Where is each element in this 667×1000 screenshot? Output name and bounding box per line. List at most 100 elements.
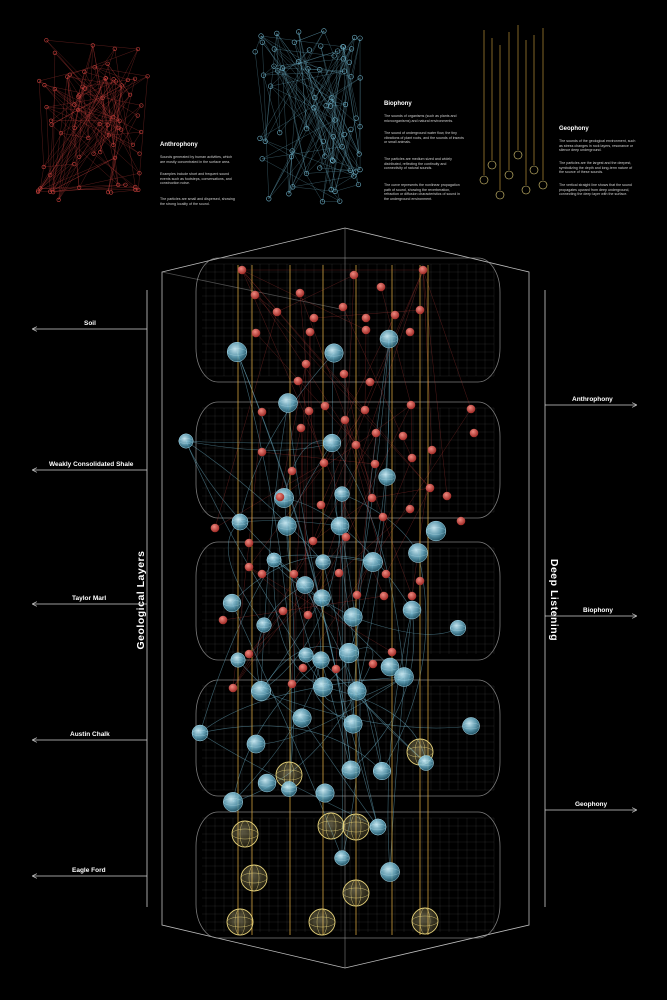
biophony-sphere-lat: [312, 656, 330, 664]
biophony-mini-node: [260, 72, 267, 78]
anthrophony-link: [320, 269, 424, 506]
biophony-mini-edge: [306, 97, 333, 174]
biophony-sphere: [330, 516, 350, 536]
anthrophony-link: [291, 363, 307, 685]
biophony-sphere: [277, 516, 297, 536]
biophony-mini-edge: [282, 68, 290, 194]
anthrophony-mini-edge: [69, 74, 119, 129]
anthrophony-particle: [405, 327, 415, 337]
sound-particles: [178, 265, 480, 936]
biophony-sphere: [341, 760, 361, 780]
anthrophony-mini-edge: [38, 157, 116, 191]
biophony-curve: [227, 521, 265, 626]
geophony-sphere-lat: [411, 915, 439, 927]
biophony-particle: [322, 433, 342, 453]
biophony-mini-edge: [298, 31, 316, 98]
layer-label-taylor-marl: Taylor Marl: [72, 595, 107, 602]
anthrophony-link: [248, 508, 411, 655]
biophony-mini-edge: [320, 46, 343, 147]
biophony-particle: [380, 862, 400, 882]
anthrophony-particle: [309, 313, 319, 323]
biophony-mini-network: [252, 28, 363, 205]
biophony-mini-edge: [282, 68, 307, 174]
anthrophony-link: [410, 404, 413, 459]
anthrophony-mini-edge: [50, 157, 116, 192]
anthrophony-mini-node: [111, 115, 116, 120]
anthrophony-link: [422, 269, 472, 410]
biophony-mini-edge: [259, 138, 354, 177]
anthrophony-particle: [303, 610, 313, 620]
anthrophony-link: [309, 331, 314, 542]
biophony-particle: [378, 468, 396, 486]
anthrophony-particle: [425, 483, 435, 493]
biophony-sphere: [372, 761, 392, 781]
anthrophony-particle: [334, 568, 344, 578]
biophony-particle: [277, 516, 297, 536]
biophony-sphere-lat: [222, 599, 242, 607]
biophony-mini-edge: [291, 156, 293, 187]
anthrophony-mini-edge: [74, 45, 93, 128]
slab-outline: [195, 541, 501, 661]
biophony-mini-edge: [261, 35, 344, 48]
biophony-sphere-lat: [373, 767, 391, 775]
biophony-mini-edge: [331, 175, 354, 190]
anthrophony-mini-node: [77, 185, 82, 190]
anthrophony-mini-node: [136, 187, 141, 192]
anthrophony-mini-edge: [67, 76, 80, 96]
anthrophony-particle: [469, 428, 479, 438]
anthrophony-particle: [257, 569, 267, 579]
left-axis-title: Geological Layers: [135, 550, 147, 650]
biophony-sphere: [418, 755, 434, 771]
biophony-sphere: [394, 667, 414, 687]
anthrophony-particle: [319, 458, 329, 468]
anthrophony-mini-edge: [39, 80, 142, 133]
anthrophony-particle: [250, 290, 260, 300]
anthrophony-particle: [298, 663, 308, 673]
biophony-sphere-lat: [298, 652, 314, 658]
geophony-particle: [342, 813, 370, 841]
biophony-sphere: [222, 593, 242, 613]
biophony-sphere-lat: [274, 494, 294, 502]
anthrophony-mini-node: [130, 142, 136, 147]
biophony-mini-edge: [262, 158, 340, 202]
biophony-particle: [266, 552, 282, 568]
biophony-mini-node: [356, 151, 362, 157]
biophony-curve: [232, 659, 322, 803]
legend-geophony-title: Geophony: [559, 126, 589, 132]
biophony-mini-edge: [282, 68, 324, 142]
biophony-sphere: [230, 652, 246, 668]
biophony-mini-edge: [331, 37, 355, 190]
anthrophony-mini-node: [123, 182, 128, 187]
biophony-sphere: [281, 781, 297, 797]
anthrophony-mini-node: [118, 127, 124, 132]
slab-1: [195, 257, 501, 383]
biophony-mini-edge: [260, 35, 320, 70]
left-axis: [33, 290, 148, 907]
biophony-mini-node: [347, 167, 353, 173]
legend-geophony-text-2: The particles are the largest and the de…: [559, 161, 633, 175]
anthrophony-mini-network: [35, 38, 150, 202]
biophony-mini-edge: [292, 175, 354, 188]
biophony-sphere: [322, 433, 342, 453]
biophony-mini-edge: [260, 35, 361, 127]
biophony-particle: [343, 607, 363, 627]
biophony-mini-edge: [254, 35, 262, 52]
biophony-mini-edge: [270, 86, 355, 177]
biophony-sphere-lat: [379, 335, 399, 343]
biophony-mini-edge: [350, 170, 355, 177]
biophony-sphere: [191, 724, 209, 742]
anthrophony-mini-edge: [54, 88, 75, 105]
biophony-mini-edge: [259, 138, 292, 157]
anthrophony-mini-edge: [94, 67, 128, 81]
biophony-curve: [352, 616, 459, 635]
anthrophony-mini-node: [133, 187, 138, 192]
legend-biophony-title: Biophony: [384, 101, 412, 107]
biophony-curve: [199, 725, 383, 772]
sound-label-biophony: Biophony: [583, 607, 613, 614]
anthrophony-mini-node: [90, 43, 95, 48]
biophony-mini-edge: [322, 200, 340, 202]
anthrophony-mini-node: [112, 155, 118, 160]
biophony-mini-node: [319, 199, 326, 205]
anthrophony-mini-edge: [110, 85, 122, 193]
biophony-mini-edge: [319, 129, 352, 169]
